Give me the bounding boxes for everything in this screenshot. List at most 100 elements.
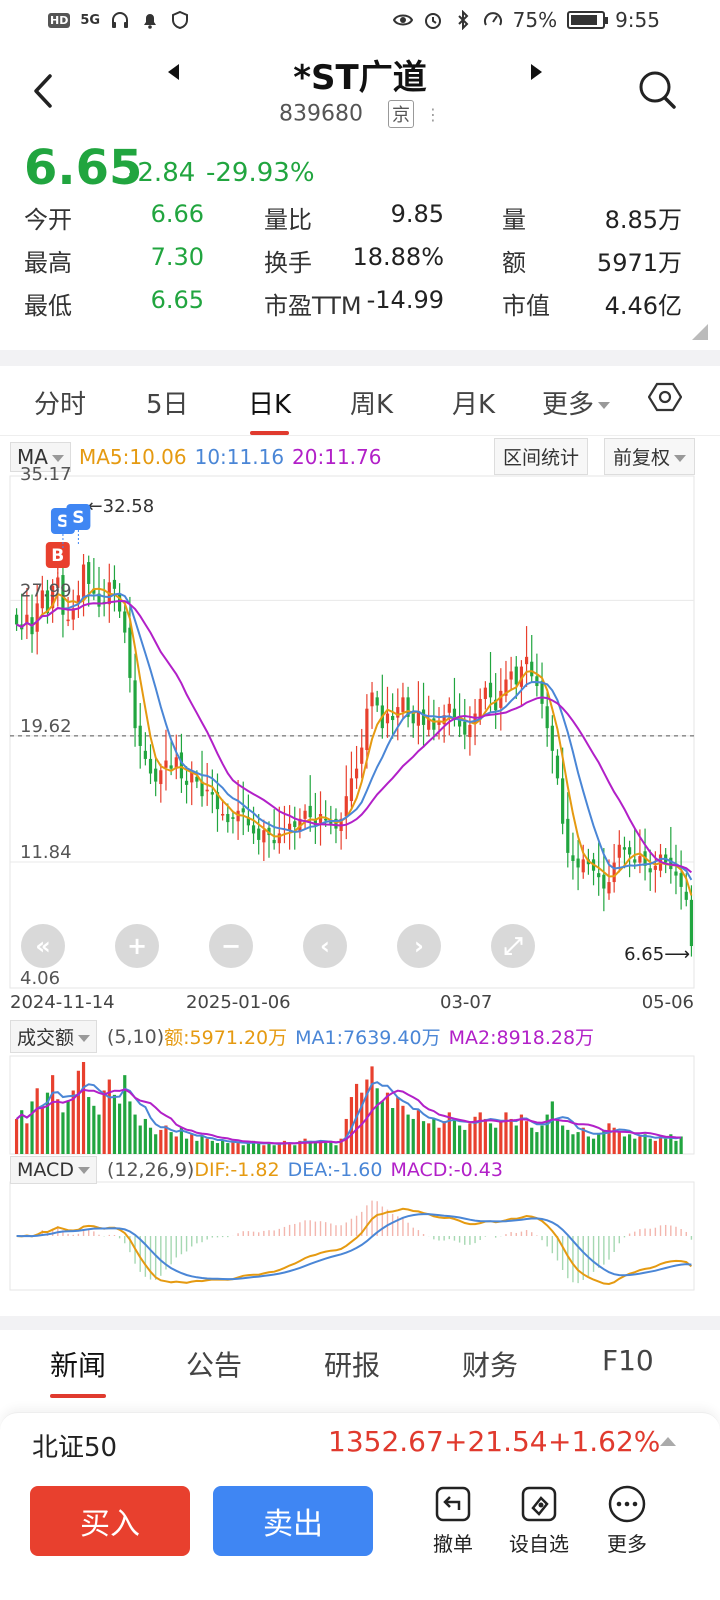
candle-body xyxy=(401,697,405,712)
volume-bar xyxy=(664,1138,668,1154)
more-dots-icon[interactable]: ⋮ xyxy=(424,104,441,124)
tab-label: 财务 xyxy=(462,1349,519,1382)
tab-more[interactable]: 更多 xyxy=(542,384,611,421)
shield-icon xyxy=(172,10,189,30)
candle-body xyxy=(349,778,354,802)
volume-bar xyxy=(339,1138,343,1154)
tab-5day[interactable]: 5日 xyxy=(146,384,189,421)
candle-body xyxy=(221,814,225,816)
candle-body xyxy=(396,707,400,718)
zoom-out-icon[interactable]: − xyxy=(209,924,253,968)
back-icon[interactable] xyxy=(26,70,62,112)
candle-body xyxy=(71,608,75,620)
volume-bar xyxy=(51,1075,55,1154)
volume-bar xyxy=(375,1088,379,1154)
sell-button[interactable]: 卖出 xyxy=(213,1486,373,1556)
candle-body xyxy=(468,724,472,738)
tab-daily-k[interactable]: 日K xyxy=(248,384,291,435)
volume-bar xyxy=(674,1140,678,1154)
candle-body xyxy=(421,709,426,725)
trade-marker xyxy=(45,542,70,568)
candle-body xyxy=(509,671,513,680)
candle-body xyxy=(442,715,446,725)
index-ticker[interactable]: 北证50 1352.67 +21.54 +1.62% xyxy=(0,1412,720,1472)
tab-research[interactable]: 研报 xyxy=(324,1344,380,1384)
candle-body xyxy=(112,579,117,589)
tab-f10[interactable]: F10 xyxy=(602,1344,654,1377)
kline-chart-area: MA MA5:10.06 10:11.16 20:11.76 区间统计 前复权 … xyxy=(0,436,720,1316)
ma-legend: MA MA5:10.06 10:11.16 20:11.76 xyxy=(10,440,382,474)
volume-bar xyxy=(421,1121,426,1154)
prev-stock-icon[interactable] xyxy=(162,60,186,84)
volume-bar xyxy=(669,1134,673,1154)
search-icon[interactable] xyxy=(636,68,680,112)
chevron-down-icon xyxy=(674,455,687,462)
volume-bar xyxy=(184,1138,189,1154)
candle-body xyxy=(40,590,44,609)
expand-corner-icon[interactable] xyxy=(692,324,708,340)
volume-bar xyxy=(401,1105,405,1154)
volume-amount: 额:5971.20万 xyxy=(164,1027,288,1049)
alarm-icon xyxy=(424,13,441,29)
index-change: +21.54 xyxy=(444,1425,548,1458)
tab-label: 研报 xyxy=(324,1349,381,1382)
tab-news[interactable]: 新闻 xyxy=(36,1344,120,1398)
scroll-left-icon[interactable]: ‹ xyxy=(303,924,347,968)
kline-chart[interactable]: 35.17 27.99 19.62 11.84 4.06 ←32.58 BS S 6.65⟶ 20… xyxy=(0,436,720,1316)
volume-bar xyxy=(530,1127,534,1154)
volume-bar xyxy=(251,1140,256,1154)
cancel-order-button[interactable]: 撤单 xyxy=(408,1484,498,1557)
tab-announcements[interactable]: 公告 xyxy=(186,1344,242,1384)
add-watchlist-button[interactable]: 设自选 xyxy=(494,1484,584,1557)
quote-label: 换手 xyxy=(264,249,312,277)
candle-body xyxy=(329,820,333,824)
macd-selector[interactable]: MACD xyxy=(10,1156,97,1184)
tab-label: 分时 xyxy=(34,390,87,420)
fast-back-icon[interactable]: « xyxy=(21,924,65,968)
volume-bar xyxy=(112,1094,117,1154)
control-glyph: › xyxy=(414,932,424,960)
adjust-label: 前复权 xyxy=(613,447,671,469)
candle-body xyxy=(617,844,621,858)
volume-bar xyxy=(97,1114,101,1154)
volume-bar xyxy=(442,1121,446,1154)
tab-label: 公告 xyxy=(186,1349,243,1382)
volume-bar xyxy=(488,1123,493,1154)
control-glyph: ⤢ xyxy=(503,932,523,960)
candle-body xyxy=(674,871,678,876)
volume-selector[interactable]: 成交额 xyxy=(10,1020,98,1053)
candle-body xyxy=(566,818,570,853)
volume-bar xyxy=(200,1136,204,1154)
volume-bar xyxy=(535,1132,539,1154)
tab-finance[interactable]: 财务 xyxy=(462,1344,518,1384)
candle-body xyxy=(76,595,80,604)
macd-params: (12,26,9) xyxy=(106,1159,195,1181)
tab-weekly-k[interactable]: 周K xyxy=(350,384,393,421)
tool-label: 撤单 xyxy=(433,1532,473,1556)
volume-bar xyxy=(231,1140,235,1154)
adjust-button[interactable]: 前复权 xyxy=(604,438,696,475)
macd-dea: DEA:-1.60 xyxy=(287,1159,383,1181)
quote-label: 最低 xyxy=(24,292,72,320)
tab-intraday[interactable]: 分时 xyxy=(34,384,86,421)
volume-bar xyxy=(586,1136,590,1154)
more-button[interactable]: 更多 xyxy=(582,1484,672,1557)
volume-bar xyxy=(66,1101,70,1154)
buy-button[interactable]: 买入 xyxy=(30,1486,190,1556)
undo-order-icon xyxy=(435,1486,471,1522)
chevron-up-icon[interactable] xyxy=(660,1437,676,1446)
ma-selector[interactable]: MA xyxy=(10,442,71,472)
volume-bar xyxy=(612,1127,616,1154)
scroll-right-icon[interactable]: › xyxy=(397,924,441,968)
tab-label: 新闻 xyxy=(49,1349,106,1382)
zoom-in-icon[interactable]: + xyxy=(115,924,159,968)
range-stats-button[interactable]: 区间统计 xyxy=(494,438,589,475)
fullscreen-icon[interactable]: ⤢ xyxy=(491,924,535,968)
next-stock-icon[interactable] xyxy=(524,60,548,84)
chart-settings-icon[interactable] xyxy=(648,380,682,414)
volume-bar xyxy=(679,1136,683,1154)
tab-monthly-k[interactable]: 月K xyxy=(452,384,495,421)
volume-bar xyxy=(246,1143,250,1154)
control-bg xyxy=(491,924,535,968)
candle-body xyxy=(324,818,328,821)
